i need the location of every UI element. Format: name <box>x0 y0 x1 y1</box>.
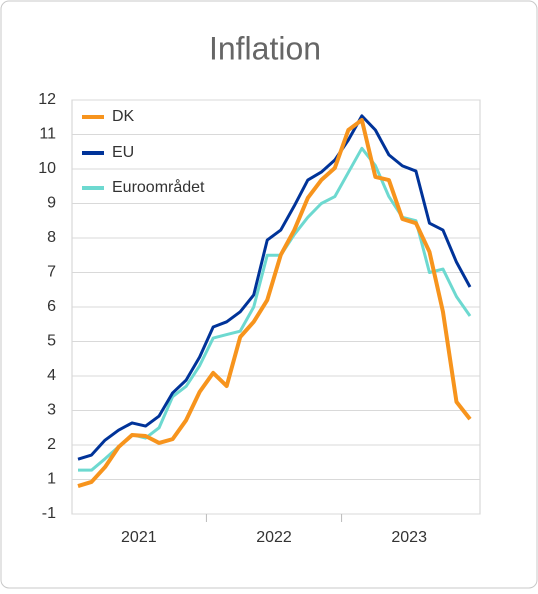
x-tick-label: 2021 <box>121 529 157 546</box>
y-tick-label: 8 <box>47 229 56 246</box>
y-tick-label: 6 <box>47 298 56 315</box>
series-line <box>77 114 472 461</box>
y-tick-label: 7 <box>47 264 56 281</box>
y-tick-label: 12 <box>38 91 56 108</box>
y-tick-label: 1 <box>47 471 56 488</box>
y-tick-label: 9 <box>47 195 56 212</box>
y-tick-label: -1 <box>42 505 56 522</box>
x-tick-label: 2022 <box>256 529 292 546</box>
chart-title: Inflation <box>209 30 321 66</box>
legend-label: DK <box>112 108 135 125</box>
y-tick-label: 11 <box>39 126 56 143</box>
y-tick-label: 2 <box>47 436 56 453</box>
y-tick-label: 10 <box>38 160 56 177</box>
series-line <box>77 118 472 488</box>
legend-label: Euroområdet <box>112 178 205 196</box>
y-tick-label: 3 <box>47 402 56 419</box>
x-tick-label: 2023 <box>391 529 427 546</box>
y-tick-label: 5 <box>47 333 56 350</box>
legend-label: EU <box>112 144 134 161</box>
y-tick-label: 4 <box>47 367 56 384</box>
